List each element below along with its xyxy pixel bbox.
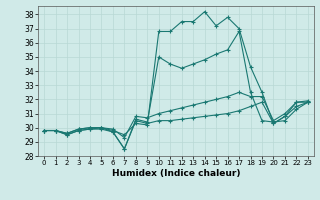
X-axis label: Humidex (Indice chaleur): Humidex (Indice chaleur) [112,169,240,178]
